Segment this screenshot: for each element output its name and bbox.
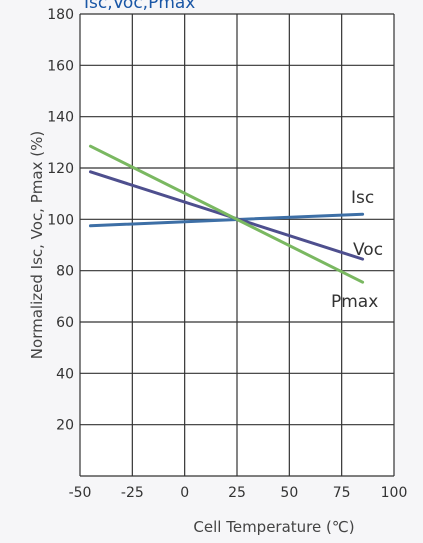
x-tick-label: 50 bbox=[280, 485, 298, 501]
y-tick-label: 20 bbox=[56, 418, 74, 434]
y-tick-label: 120 bbox=[47, 161, 74, 177]
y-axis-title: Normalized Isc, Voc, Pmax (%) bbox=[28, 131, 46, 359]
y-tick-label: 100 bbox=[47, 212, 74, 228]
x-tick-label: 0 bbox=[180, 485, 189, 501]
x-tick-label: 75 bbox=[333, 485, 351, 501]
y-tick-label: 60 bbox=[56, 315, 74, 331]
series-labels: Isc Voc Pmax bbox=[331, 188, 383, 312]
x-tick-label: -50 bbox=[69, 485, 92, 501]
x-tick-label: 25 bbox=[228, 485, 246, 501]
x-tick-label: -25 bbox=[121, 485, 144, 501]
x-axis-title: Cell Temperature (℃) bbox=[193, 518, 354, 536]
x-tick-label: 100 bbox=[381, 485, 408, 501]
series-line-isc bbox=[88, 212, 365, 228]
y-tick-label: 40 bbox=[56, 366, 74, 382]
tick-labels: -50 -25 0 25 50 75 100 20 40 60 80 100 120 140 160 180 bbox=[47, 7, 407, 501]
series-lines bbox=[88, 144, 365, 284]
series-line-pmax bbox=[88, 144, 365, 284]
grid-lines bbox=[79, 13, 395, 477]
series-label-voc: Voc bbox=[353, 240, 383, 260]
chart-title: Isc,Voc,Pmax bbox=[84, 0, 195, 13]
y-tick-label: 140 bbox=[47, 110, 74, 126]
y-tick-label: 180 bbox=[47, 7, 74, 23]
y-tick-label: 160 bbox=[47, 58, 74, 74]
series-label-isc: Isc bbox=[351, 188, 374, 208]
series-label-pmax: Pmax bbox=[331, 292, 378, 312]
y-tick-label: 80 bbox=[56, 264, 74, 280]
